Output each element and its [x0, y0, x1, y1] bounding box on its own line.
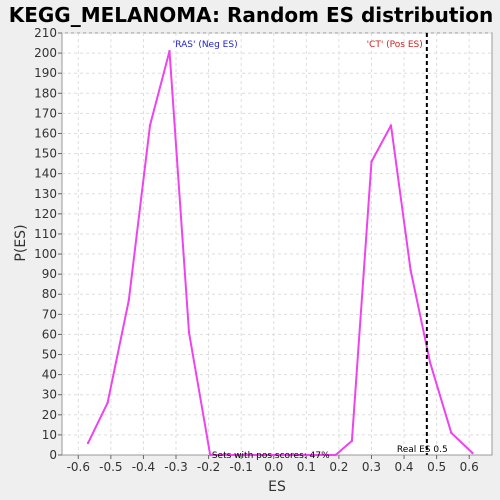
y-tick-label: 140: [34, 167, 57, 181]
y-tick-label: 150: [34, 147, 57, 161]
x-tick-label: -0.2: [197, 460, 220, 474]
x-tick-label: 0.0: [264, 460, 283, 474]
annotation-label: Sets with pos scores: 47%: [212, 451, 330, 461]
y-tick-label: 40: [42, 368, 57, 382]
y-tick-label: 120: [34, 207, 57, 221]
data-point: [389, 124, 393, 127]
x-tick-label: 0.2: [329, 460, 348, 474]
x-tick-label: -0.1: [229, 460, 252, 474]
y-tick-label: 210: [34, 26, 57, 40]
y-tick-label: 170: [34, 106, 57, 120]
y-tick-label: 0: [49, 448, 57, 462]
data-point: [350, 439, 354, 443]
axes: 0 10 20 30 40 50 60 70 80 90 100 110 120 130 140 150 160…: [34, 26, 479, 474]
data-point: [168, 49, 171, 53]
data-point: [334, 453, 337, 457]
x-axis-label: ES: [268, 479, 286, 495]
data-point: [209, 453, 212, 457]
x-tick-label: 0.3: [362, 460, 381, 474]
plot-area: [61, 32, 493, 456]
x-tick-label: 0.5: [427, 460, 446, 474]
data-point: [187, 331, 191, 334]
y-tick-label: 50: [42, 348, 57, 362]
y-axis-label: P(ES): [13, 224, 29, 261]
y-tick-label: 30: [42, 388, 57, 402]
y-tick-label: 100: [34, 247, 57, 261]
y-tick-label: 80: [42, 287, 57, 301]
data-point: [370, 160, 373, 163]
data-point: [127, 299, 130, 302]
y-tick-label: 190: [34, 66, 57, 80]
annotations: 'RAS' (Neg ES) 'CT' (Pos ES) Sets with pos…: [173, 40, 423, 461]
x-tick-label: -0.5: [99, 460, 122, 474]
y-tick-label: 60: [42, 327, 57, 341]
x-tick-label: 0.4: [394, 460, 413, 474]
x-tick-label: -0.6: [67, 460, 90, 474]
y-tick-label: 70: [42, 307, 57, 321]
data-point: [428, 361, 432, 364]
x-tick-label: -0.3: [164, 460, 187, 474]
chart-title: KEGG_MELANOMA: Random ES distribution: [9, 3, 494, 27]
x-tick-label: 0.6: [460, 460, 479, 474]
data-point: [148, 124, 152, 127]
x-tick-label: 0.1: [297, 460, 316, 474]
data-point: [106, 401, 109, 404]
real-es-label: Real ES 0.5: [397, 445, 448, 455]
x-tick-label: -0.4: [132, 460, 155, 474]
y-tick-label: 90: [42, 267, 57, 281]
y-tick-label: 200: [34, 46, 57, 60]
y-tick-label: 130: [34, 187, 57, 201]
y-tick-label: 20: [42, 408, 57, 422]
annotation-label: 'RAS' (Neg ES): [173, 40, 238, 50]
y-tick-label: 110: [34, 227, 57, 241]
data-point: [471, 451, 474, 455]
grid-lines: [62, 32, 492, 455]
annotation-label: 'CT' (Pos ES): [367, 40, 423, 50]
series-layer: Real ES 0.5: [86, 33, 474, 457]
data-point: [409, 268, 412, 272]
data-point: [450, 431, 453, 435]
data-point: [86, 441, 90, 445]
y-tick-label: 180: [34, 86, 57, 100]
y-tick-label: 160: [34, 126, 57, 140]
y-tick-label: 10: [42, 428, 57, 442]
